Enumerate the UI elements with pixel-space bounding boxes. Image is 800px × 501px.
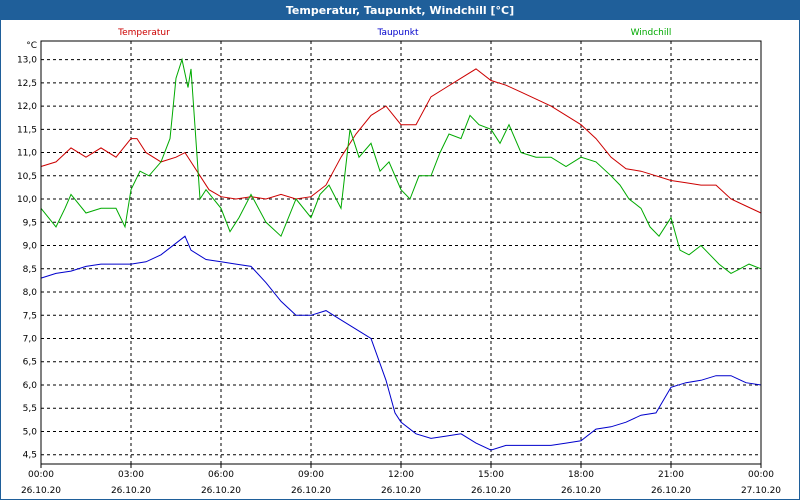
- y-tick-label: 7,0: [23, 334, 38, 344]
- series-line-windchill: [40, 57, 762, 274]
- x-tick-label-time: 21:00: [658, 470, 684, 480]
- y-tick-label: 11,5: [17, 125, 37, 135]
- y-axis-unit-label: °C: [26, 41, 37, 51]
- series-layer: [40, 57, 762, 451]
- legend-temperatur: Temperatur: [117, 28, 170, 38]
- series-line-taupunkt: [40, 235, 762, 451]
- x-tick-label-time: 18:00: [568, 470, 594, 480]
- x-tick-label-time: 00:00: [28, 470, 54, 480]
- y-tick-label: 6,0: [23, 381, 38, 391]
- x-tick-label-date: 26.10.20: [201, 486, 241, 496]
- y-tick-label: 8,5: [23, 265, 37, 275]
- x-tick-label-date: 27.10.20: [741, 486, 781, 496]
- y-tick-label: 9,0: [23, 242, 38, 252]
- y-tick-label: 10,0: [17, 195, 37, 205]
- grid-layer: [41, 41, 761, 464]
- x-tick-label-time: 12:00: [388, 470, 414, 480]
- y-tick-label: 5,5: [23, 404, 37, 414]
- y-tick-label: 4,5: [23, 451, 37, 461]
- x-tick-label-time: 15:00: [478, 470, 504, 480]
- x-tick-label-time: 09:00: [298, 470, 324, 480]
- y-tick-label: 7,5: [23, 311, 37, 321]
- y-tick-label: 10,5: [17, 172, 37, 182]
- legend-layer: Temperatur Taupunkt Windchill: [117, 28, 671, 38]
- y-tick-label: 11,0: [17, 149, 37, 159]
- y-tick-label: 6,5: [23, 358, 37, 368]
- x-tick-label-date: 26.10.20: [21, 486, 61, 496]
- x-tick-label-date: 26.10.20: [381, 486, 421, 496]
- y-tick-label: 12,5: [17, 79, 37, 89]
- legend-taupunkt: Taupunkt: [376, 28, 419, 38]
- x-tick-label-date: 26.10.20: [111, 486, 151, 496]
- y-tick-label: 8,0: [23, 288, 38, 298]
- chart-title: Temperatur, Taupunkt, Windchill [°C]: [1, 1, 799, 20]
- series-line-temperatur: [40, 68, 762, 214]
- y-tick-label: 9,5: [23, 218, 37, 228]
- y-tick-label: 12,0: [17, 102, 37, 112]
- axis-layer: 4,5 5,0 5,5 6,0 6,5 7,0 7,5 8,0 8,5 9,0 9,5 10,0 10,…: [17, 40, 781, 496]
- x-tick-label-date: 26.10.20: [651, 486, 691, 496]
- x-tick-label-time: 06:00: [208, 470, 234, 480]
- x-tick-label-date: 26.10.20: [561, 486, 601, 496]
- x-tick-label-time: 03:00: [118, 470, 144, 480]
- x-tick-label-date: 26.10.20: [291, 486, 331, 496]
- y-tick-label: 13,0: [17, 56, 37, 66]
- x-tick-label-time: 00:00: [748, 470, 774, 480]
- x-tick-label-date: 26.10.20: [471, 486, 511, 496]
- legend-windchill: Windchill: [631, 28, 672, 38]
- y-tick-label: 5,0: [23, 427, 38, 437]
